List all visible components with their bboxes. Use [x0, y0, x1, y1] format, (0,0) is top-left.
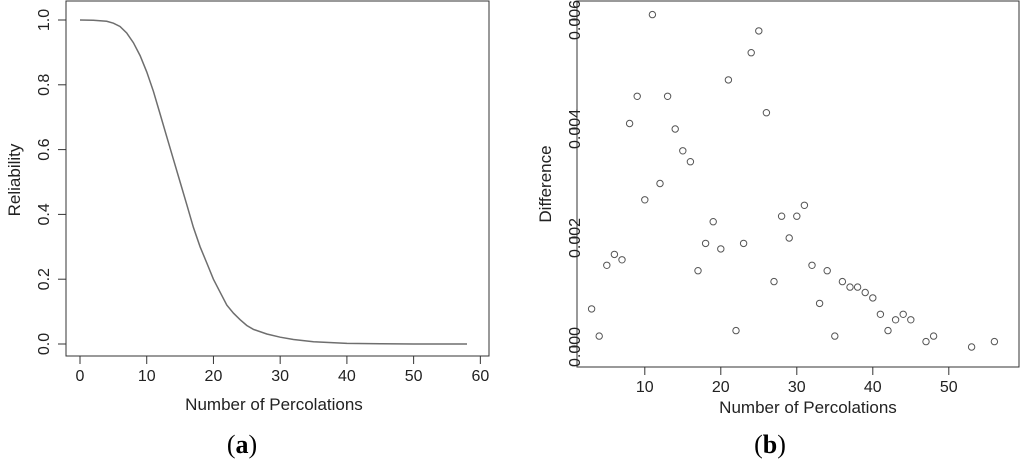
panel-b-y-tick-label: 0.004: [567, 109, 584, 149]
panel-b-data-point: [663, 92, 672, 101]
panel-b-data-point: [633, 92, 641, 101]
panel-b-data-point: [709, 218, 717, 226]
panel-b-data-point: [770, 277, 778, 286]
panel-a-x-tick-label: 30: [271, 368, 289, 385]
panel-b-x-tick-label: 50: [940, 379, 958, 396]
panel-b-data-point: [595, 332, 603, 340]
panel-b-data-point: [641, 196, 649, 204]
panel-b-data-point: [701, 239, 710, 248]
panel-b-data-point: [899, 310, 907, 318]
panel-b: 10 20 30 40 50 0.000 0.002 0.004 0.006 Number o…: [536, 0, 1020, 459]
panel-b-data-point: [831, 332, 839, 340]
panel-a-y-tick-label: 0.8: [36, 74, 53, 96]
panel-b-x-tick-label: 20: [712, 379, 730, 396]
panel-a-y-tick-label: 0.2: [36, 268, 53, 290]
panel-b-x-tick-label: 10: [636, 379, 654, 396]
panel-b-data-point: [793, 212, 801, 220]
panel-a-plot-frame: [65, 0, 490, 357]
panel-b-x-tick-label: 40: [864, 379, 882, 396]
panel-b-data-point: [618, 256, 626, 264]
panel-a-y-tick-label: 0.0: [36, 333, 53, 355]
panel-a-y-tick-label: 0.6: [36, 138, 53, 160]
panel-b-data-point: [694, 267, 702, 275]
panel-b-data-point: [929, 332, 938, 340]
panel-b-data-point: [907, 316, 915, 324]
panel-b-data-point: [823, 267, 831, 275]
panel-b-data-point: [808, 261, 816, 269]
panel-a-x-tick-label: 0: [76, 368, 85, 385]
panel-a-x-axis: 0 10 20 30 40 50 60: [76, 356, 489, 385]
panel-b-data-point: [747, 49, 755, 57]
panel-b-data-point: [732, 326, 740, 335]
panel-a-y-tick-label: 0.4: [36, 203, 53, 225]
panel-b-data-point: [686, 158, 695, 166]
panel-b-data-point: [587, 305, 596, 313]
panel-a-y-axis-title: Reliability: [5, 143, 24, 216]
panel-b-x-tick-label: 30: [788, 379, 806, 396]
panel-a-x-tick-label: 60: [471, 368, 489, 385]
panel-b-data-point: [656, 179, 664, 188]
panel-b-data-point: [679, 147, 687, 155]
panel-b-data-point: [724, 76, 733, 84]
panel-b-data-point: [762, 109, 771, 117]
panel-b-y-axis-title: Difference: [536, 145, 555, 222]
panel-b-plot-frame: [576, 0, 1020, 368]
panel-b-data-point: [815, 299, 824, 308]
panel-b-scatter-points: [587, 10, 999, 351]
panel-b-data-point: [838, 277, 847, 286]
panel-b-data-point: [967, 343, 976, 351]
panel-b-data-point: [785, 234, 793, 242]
panel-a-x-tick-label: 10: [138, 368, 156, 385]
panel-b-y-axis: 0.000 0.002 0.004 0.006: [567, 0, 584, 367]
panel-b-data-point: [891, 316, 900, 324]
panel-b-data-point: [876, 310, 885, 318]
panel-b-data-point: [603, 261, 611, 269]
panel-b-data-point: [625, 119, 634, 128]
panel-b-data-point: [648, 10, 657, 19]
panel-b-y-tick-label: 0.002: [567, 218, 584, 258]
panel-b-data-point: [884, 326, 892, 335]
panel-a-y-tick-label: 1.0: [36, 9, 53, 31]
panel-b-x-axis: 10 20 30 40 50: [636, 367, 958, 396]
panel-b-data-point: [853, 283, 862, 291]
panel-a-x-tick-label: 50: [405, 368, 423, 385]
panel-b-data-point: [777, 212, 786, 220]
panel-a-x-tick-label: 40: [338, 368, 356, 385]
panel-b-label: (b): [754, 430, 786, 459]
panel-b-data-point: [610, 250, 619, 259]
panel-b-data-point: [717, 245, 725, 253]
panel-b-data-point: [861, 288, 869, 297]
panel-b-data-point: [846, 283, 854, 291]
panel-b-data-point: [755, 27, 763, 35]
panel-b-y-tick-label: 0.006: [567, 0, 584, 40]
panel-a-y-axis: 0.0 0.2 0.4 0.6 0.8 1.0: [36, 9, 66, 355]
panel-b-data-point: [671, 125, 679, 133]
panel-b-data-point: [922, 337, 930, 346]
panel-a: 0 10 20 30 40 50 60 0.0 0.2 0.4 0.6 0.8 1.0 Number …: [5, 0, 490, 459]
panel-b-data-point: [739, 239, 748, 248]
panel-a-label: (a): [227, 430, 257, 459]
panel-b-x-axis-title: Number of Percolations: [719, 398, 897, 417]
panel-a-x-axis-title: Number of Percolations: [185, 395, 363, 414]
panel-b-data-point: [869, 294, 877, 302]
panel-a-reliability-line: [79, 19, 467, 345]
panel-a-x-tick-label: 20: [205, 368, 223, 385]
panel-b-data-point: [800, 201, 809, 210]
panel-b-y-tick-label: 0.000: [567, 327, 584, 367]
panel-b-data-point: [990, 337, 999, 346]
